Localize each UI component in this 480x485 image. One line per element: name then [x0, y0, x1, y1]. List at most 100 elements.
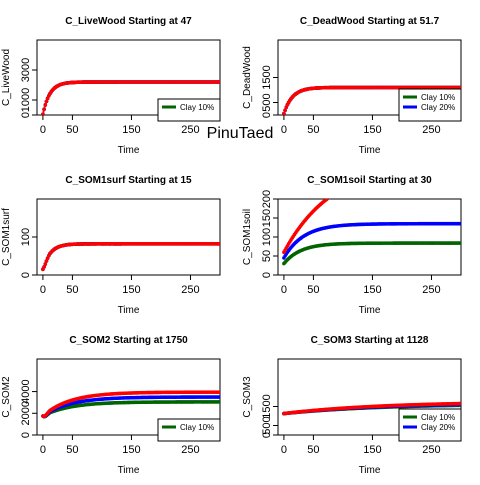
- chart-title: C_SOM1soil Starting at 30: [307, 175, 432, 186]
- data-point: [339, 188, 343, 192]
- y-tick-label: 500: [261, 93, 273, 111]
- series-line: [42, 243, 220, 270]
- y-tick-label: 0: [261, 112, 273, 118]
- data-point: [403, 167, 407, 171]
- chart-panel-3: C_SOM1surf Starting at 15 0 50 150 250 0 100 Ti…: [1, 175, 221, 316]
- series-line: [283, 222, 461, 259]
- legend-box: [398, 408, 462, 442]
- data-point: [437, 163, 441, 167]
- data-point: [459, 162, 463, 166]
- y-axis-label: C_SOM1soil: [242, 209, 253, 265]
- data-point: [218, 242, 220, 246]
- data-point: [398, 168, 402, 172]
- data-point: [401, 167, 405, 171]
- y-tick-label: 1500: [261, 65, 273, 89]
- x-tick-label: 0: [281, 444, 287, 456]
- data-point: [446, 162, 450, 166]
- data-point: [421, 165, 425, 169]
- plot-frame: [36, 198, 221, 276]
- data-point: [43, 262, 48, 266]
- y-tick-label: 150: [261, 209, 273, 227]
- x-tick-label: 250: [422, 444, 440, 456]
- y-tick-label: 0: [20, 112, 32, 118]
- data-point: [434, 163, 438, 167]
- data-point: [387, 170, 391, 174]
- x-tick-label: 150: [363, 124, 381, 136]
- data-point: [450, 162, 454, 166]
- data-point: [413, 166, 417, 170]
- data-point: [440, 163, 444, 167]
- y-tick-label: 100: [261, 228, 273, 246]
- legend-label: Clay 10%: [180, 103, 214, 112]
- data-point: [342, 186, 346, 190]
- data-point: [407, 166, 411, 170]
- data-point: [400, 167, 404, 171]
- series-group: [41, 242, 220, 272]
- data-point: [427, 164, 431, 168]
- data-point: [44, 259, 49, 263]
- data-point: [332, 192, 336, 196]
- data-point: [453, 162, 457, 166]
- data-point: [399, 168, 403, 172]
- x-tick-label: 250: [422, 124, 440, 136]
- data-point: [441, 163, 445, 167]
- data-point: [447, 162, 451, 166]
- data-point: [218, 390, 220, 394]
- data-point: [329, 194, 333, 198]
- legend-label: Clay 10%: [180, 423, 214, 432]
- data-point: [459, 241, 461, 245]
- x-tick-label: 50: [66, 284, 78, 296]
- series-clay-30-: [282, 401, 461, 416]
- data-point: [335, 190, 339, 194]
- y-tick-label: 100: [20, 228, 32, 246]
- data-point: [438, 163, 442, 167]
- figure-title: PinuTaed: [206, 125, 274, 142]
- legend-label: Clay 10%: [421, 93, 455, 102]
- y-tick-label: 1500: [261, 394, 273, 418]
- data-point: [338, 189, 342, 193]
- data-point: [341, 187, 345, 191]
- data-point: [418, 165, 422, 169]
- series-clay-20-: [282, 221, 461, 260]
- x-tick-label: 250: [181, 444, 199, 456]
- x-tick-label: 150: [122, 444, 140, 456]
- data-point: [457, 162, 461, 166]
- plot-frame: [277, 358, 462, 436]
- data-point: [420, 165, 424, 169]
- x-tick-label: 0: [40, 284, 46, 296]
- data-point: [425, 164, 429, 168]
- data-point: [417, 165, 421, 169]
- series-clay-30-: [41, 390, 220, 419]
- data-point: [445, 163, 449, 167]
- x-tick-label: 250: [181, 284, 199, 296]
- x-tick-label: 0: [40, 124, 46, 136]
- y-axis-label: C_SOM3: [242, 376, 253, 418]
- data-point: [395, 168, 399, 172]
- x-tick-label: 0: [281, 284, 287, 296]
- data-point: [391, 169, 395, 173]
- y-tick-label: 500: [261, 416, 273, 434]
- data-point: [42, 107, 46, 112]
- data-point: [390, 169, 394, 173]
- series-clay-30-: [41, 80, 220, 115]
- data-point: [218, 400, 220, 404]
- data-point: [439, 163, 443, 167]
- chart-title: C_SOM1surf Starting at 15: [65, 175, 192, 186]
- legend: Clay 10%: [157, 98, 221, 122]
- data-point: [410, 166, 414, 170]
- data-point: [412, 166, 416, 170]
- data-point: [454, 162, 458, 166]
- y-axis-label: C_LiveWood: [1, 49, 12, 106]
- y-tick-label: 200: [261, 190, 273, 208]
- data-point: [340, 187, 344, 191]
- x-axis-label: Time: [359, 465, 381, 476]
- data-point: [443, 163, 447, 167]
- data-point: [429, 164, 433, 168]
- data-point: [416, 165, 420, 169]
- chart-panel-2: C_DeadWood Starting at 51.70 50 150 2500500…: [242, 16, 462, 156]
- y-tick-label: 0: [261, 432, 273, 438]
- data-point: [430, 164, 434, 168]
- x-tick-label: 150: [363, 444, 381, 456]
